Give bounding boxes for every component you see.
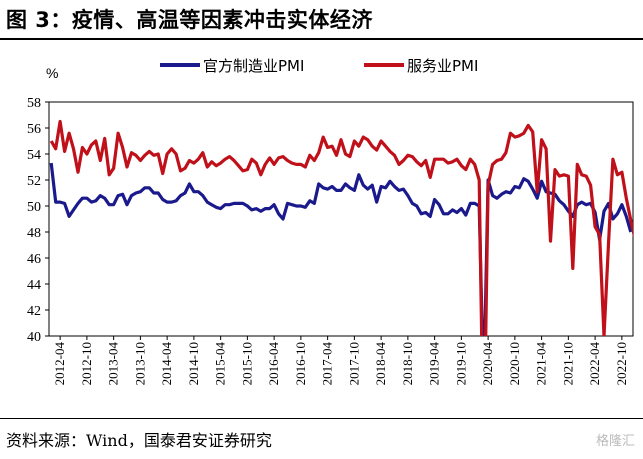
x-tick-label: 2017-04	[320, 342, 335, 386]
x-tick-label: 2019-10	[453, 342, 468, 385]
y-tick-label: 58	[27, 96, 41, 111]
source-note: 资料来源：Wind，国泰君安证券研究	[6, 431, 272, 450]
x-tick-label: 2015-04	[213, 342, 228, 386]
series-line-manufacturing	[49, 162, 633, 336]
y-tick-label: 48	[27, 226, 41, 241]
title-bar: 图 3：疫情、高温等因素冲击实体经济	[0, 0, 643, 40]
series-line-services	[49, 119, 633, 336]
x-tick-label: 2020-04	[480, 342, 495, 386]
y-tick-label: 44	[27, 278, 41, 293]
x-tick-label: 2022-04	[587, 342, 602, 386]
x-tick-label: 2022-10	[614, 342, 629, 385]
y-tick-label: 40	[27, 330, 41, 345]
watermark-logo: 格隆汇	[595, 434, 635, 449]
legend-label-services: 服务业PMI	[407, 57, 478, 75]
y-tick-label: 50	[27, 200, 41, 215]
pmi-line-chart: 官方制造业PMI 服务业PMI % 40 42 44 46 48 50 52 54 56 58 20…	[27, 57, 634, 386]
x-tick-label: 2018-10	[400, 342, 415, 385]
y-tick-label: 46	[27, 252, 41, 267]
x-tick-label: 2020-10	[507, 342, 522, 385]
x-tick-label: 2014-10	[186, 342, 201, 385]
x-tick-label: 2021-04	[534, 342, 549, 386]
x-tick-label: 2016-04	[266, 342, 281, 386]
plot-frame	[48, 101, 634, 337]
x-tick-label: 2013-10	[132, 342, 147, 385]
x-tick-label: 2012-04	[52, 342, 67, 386]
x-tick-label: 2017-10	[346, 342, 361, 385]
x-tick-label: 2015-10	[239, 342, 254, 385]
source-bar: 资料来源：Wind，国泰君安证券研究 格隆汇	[0, 418, 643, 459]
x-tick-label: 2018-04	[373, 342, 388, 386]
chart-legend: 官方制造业PMI 服务业PMI	[160, 57, 478, 75]
x-tick-label: 2016-10	[293, 342, 308, 385]
plot-area: 40 42 44 46 48 50 52 54 56 58 2012-04 2012-10 2013-0…	[27, 96, 634, 386]
y-tick-label: 52	[27, 174, 41, 189]
y-tick-label: 56	[27, 122, 41, 137]
x-tick-label: 2021-10	[560, 342, 575, 385]
y-tick-label: 54	[27, 148, 41, 163]
x-tick-label: 2019-04	[427, 342, 442, 386]
y-axis-unit: %	[46, 65, 58, 81]
x-tick-label: 2012-10	[79, 342, 94, 385]
y-tick-label: 42	[27, 304, 41, 319]
x-tick-label: 2014-04	[159, 342, 174, 386]
legend-label-manufacturing: 官方制造业PMI	[203, 57, 304, 75]
figure-title: 图 3：疫情、高温等因素冲击实体经济	[6, 8, 373, 32]
x-tick-label: 2013-04	[106, 342, 121, 386]
